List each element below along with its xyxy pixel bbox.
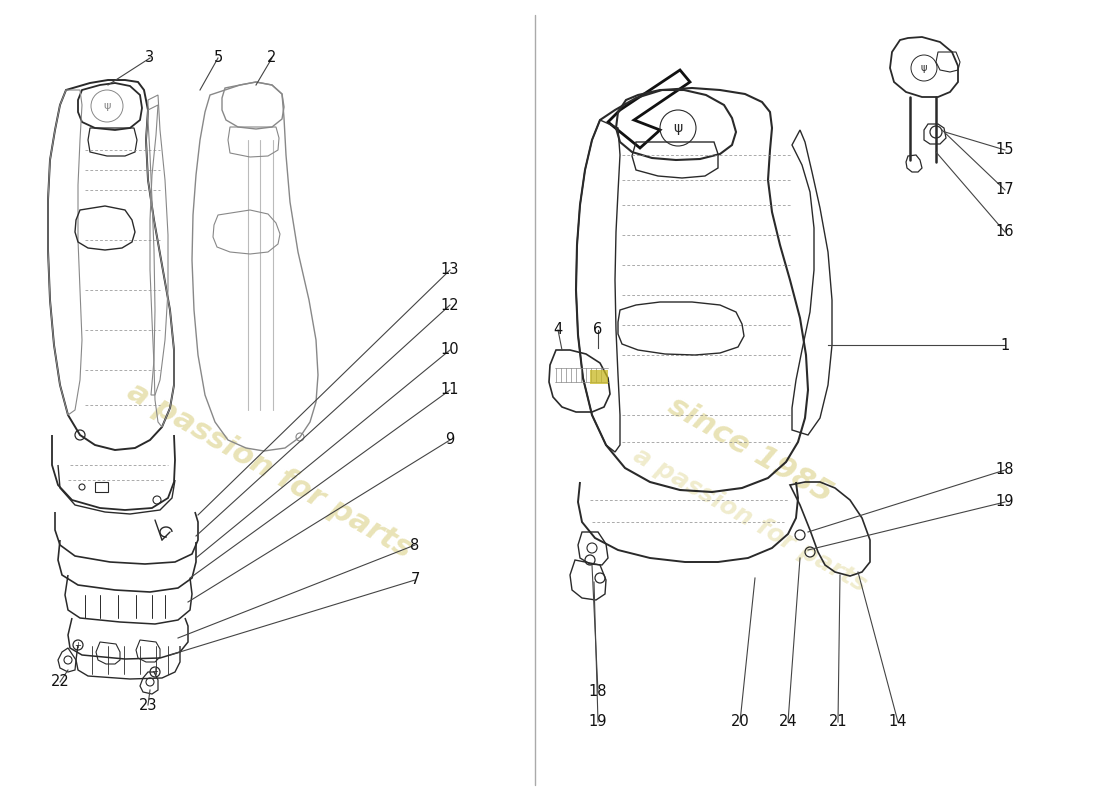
Text: 12: 12 (441, 298, 460, 313)
Text: 18: 18 (588, 685, 607, 699)
Text: 7: 7 (410, 573, 420, 587)
Text: 17: 17 (996, 182, 1014, 198)
Text: ψ: ψ (921, 63, 927, 73)
Text: 10: 10 (441, 342, 460, 358)
Text: 2: 2 (267, 50, 277, 66)
Text: 23: 23 (139, 698, 157, 713)
Text: ψ: ψ (103, 101, 111, 111)
Polygon shape (608, 70, 690, 148)
Text: 16: 16 (996, 225, 1014, 239)
Text: 1: 1 (1000, 338, 1010, 353)
Text: 15: 15 (996, 142, 1014, 158)
Text: 14: 14 (889, 714, 908, 730)
Text: 18: 18 (996, 462, 1014, 478)
Text: 20: 20 (730, 714, 749, 730)
Text: 8: 8 (410, 538, 419, 553)
Text: 6: 6 (593, 322, 603, 338)
Bar (590, 370, 608, 384)
Text: 9: 9 (446, 433, 454, 447)
Text: 5: 5 (213, 50, 222, 66)
Text: 13: 13 (441, 262, 459, 278)
Text: 3: 3 (145, 50, 155, 66)
Text: ψ: ψ (673, 121, 683, 135)
Text: since 1985: since 1985 (663, 391, 837, 509)
Text: 24: 24 (779, 714, 798, 730)
Text: a passion for parts: a passion for parts (122, 377, 418, 563)
Text: 4: 4 (553, 322, 562, 338)
Text: 22: 22 (51, 674, 69, 690)
Text: +: + (75, 641, 81, 650)
Text: 19: 19 (588, 714, 607, 730)
Text: 11: 11 (441, 382, 460, 398)
Text: +: + (152, 667, 158, 677)
Text: 19: 19 (996, 494, 1014, 510)
Text: 21: 21 (828, 714, 847, 730)
Text: a passion for parts: a passion for parts (629, 443, 871, 597)
